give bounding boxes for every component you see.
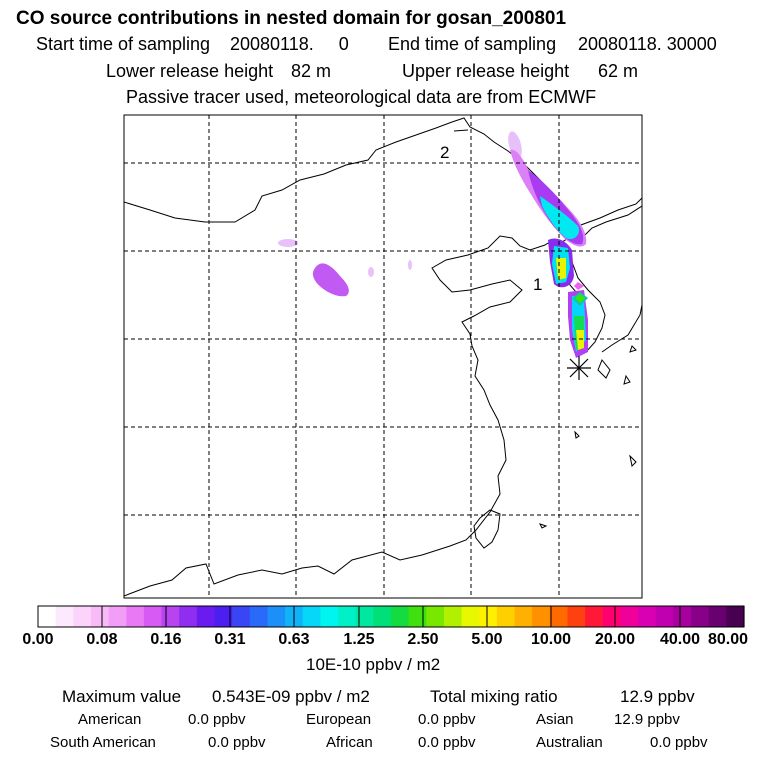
colorbar-tick: 1.25: [343, 631, 375, 648]
lower-release-label: Lower release height: [106, 61, 274, 81]
colorbar-tick: 20.00: [594, 631, 636, 648]
colorbar-swatch: [532, 606, 551, 627]
colorbar-swatch: [655, 606, 674, 627]
max-value: 0.543E-09 ppbv / m2: [212, 687, 370, 706]
australian-label: Australian: [536, 734, 603, 751]
upper-release-label: Upper release height: [402, 61, 570, 81]
colorbar-swatch: [443, 606, 463, 627]
colorbar-tick: 0.00: [22, 631, 54, 648]
colorbar-tick: 0.31: [214, 631, 246, 648]
end-time-value: 20080118. 30000: [578, 34, 717, 54]
colorbar-swatch: [726, 606, 745, 627]
total-mixing-value: 12.9 ppbv: [620, 687, 695, 706]
colorbar-swatch: [391, 606, 410, 627]
colorbar-swatch: [249, 606, 269, 627]
colorbar-swatch: [620, 606, 639, 627]
region-label-1: 1: [533, 275, 542, 294]
colorbar-tick: 5.00: [471, 631, 503, 648]
colorbar-swatch: [320, 606, 339, 627]
total-mixing-label: Total mixing ratio: [430, 687, 558, 706]
colorbar-swatch: [585, 606, 604, 627]
european-label: European: [306, 711, 372, 728]
tracer-info: Passive tracer used, meteorological data…: [126, 87, 597, 107]
colorbar-swatch: [73, 606, 92, 627]
colorbar-swatch: [549, 606, 569, 627]
colorbar-swatch: [426, 606, 445, 627]
colorbar-swatch: [479, 606, 498, 627]
map-frame: [123, 114, 643, 599]
receptor-star-icon: [567, 356, 591, 380]
american-label: American: [78, 711, 142, 728]
colorbar-swatch: [355, 606, 374, 627]
colorbar-swatch: [179, 606, 198, 627]
end-time-label: End time of sampling: [388, 34, 557, 54]
colorbar-swatch: [143, 606, 163, 627]
lower-release-value: 82 m: [291, 61, 332, 81]
colorbar-swatch: [567, 606, 586, 627]
colorbar-swatch: [408, 606, 427, 627]
colorbar-swatch: [496, 606, 516, 627]
american-value: 0.0 ppbv: [188, 711, 246, 728]
south-american-label: South American: [50, 734, 156, 751]
coastlines: [124, 117, 642, 597]
colorbar-swatch: [673, 606, 692, 627]
colorbar-swatch: [638, 606, 657, 627]
colorbar-tick: 0.08: [86, 631, 118, 648]
colorbar-swatch: [373, 606, 392, 627]
colorbar-tick: 2.50: [407, 631, 439, 648]
colorbar-swatch: [691, 606, 710, 627]
colorbar-swatch: [126, 606, 145, 627]
colorbar-swatch: [214, 606, 233, 627]
asian-label: Asian: [536, 711, 574, 728]
colorbar-swatch: [514, 606, 533, 627]
colorbar-swatch: [267, 606, 286, 627]
colorbar-swatch: [302, 606, 321, 627]
colorbar-swatch: [232, 606, 251, 627]
lat-lon-grid: [124, 115, 642, 598]
colorbar-swatch: [90, 606, 110, 627]
colorbar-tick: 0.16: [150, 631, 182, 648]
south-american-value: 0.0 ppbv: [208, 734, 266, 751]
european-value: 0.0 ppbv: [418, 711, 476, 728]
asian-value: 12.9 ppbv: [614, 711, 680, 728]
start-time-value: 20080118. 0: [230, 34, 349, 54]
colorbar-swatch: [108, 606, 127, 627]
colorbar-swatch: [338, 606, 357, 627]
page-title: CO source contributions in nested domain…: [16, 8, 567, 29]
colorbar-frame: [37, 605, 745, 628]
upper-release-value: 62 m: [598, 61, 639, 81]
colorbar-tick: 0.63: [278, 631, 310, 648]
concentration-plume: [278, 131, 588, 358]
max-value-label: Maximum value: [62, 687, 182, 706]
region-label-2: 2: [440, 143, 449, 162]
colorbar-swatch: [196, 606, 216, 627]
african-value: 0.0 ppbv: [418, 734, 476, 751]
colorbar-swatch: [55, 606, 74, 627]
colorbar-swatch: [461, 606, 480, 627]
colorbar-tick: 80.00: [707, 631, 749, 648]
colorbar-swatch: [708, 606, 727, 627]
start-time-label: Start time of sampling: [36, 34, 211, 54]
african-label: African: [326, 734, 373, 751]
colorbar-swatch: [38, 606, 57, 627]
colorbar-dividers: [101, 606, 681, 627]
colorbar: [38, 606, 745, 627]
colorbar-units: 10E-10 ppbv / m2: [306, 655, 441, 674]
colorbar-tick: 10.00: [530, 631, 572, 648]
colorbar-tick: 40.00: [659, 631, 701, 648]
colorbar-swatch: [602, 606, 622, 627]
colorbar-swatch: [161, 606, 180, 627]
australian-value: 0.0 ppbv: [650, 734, 708, 751]
